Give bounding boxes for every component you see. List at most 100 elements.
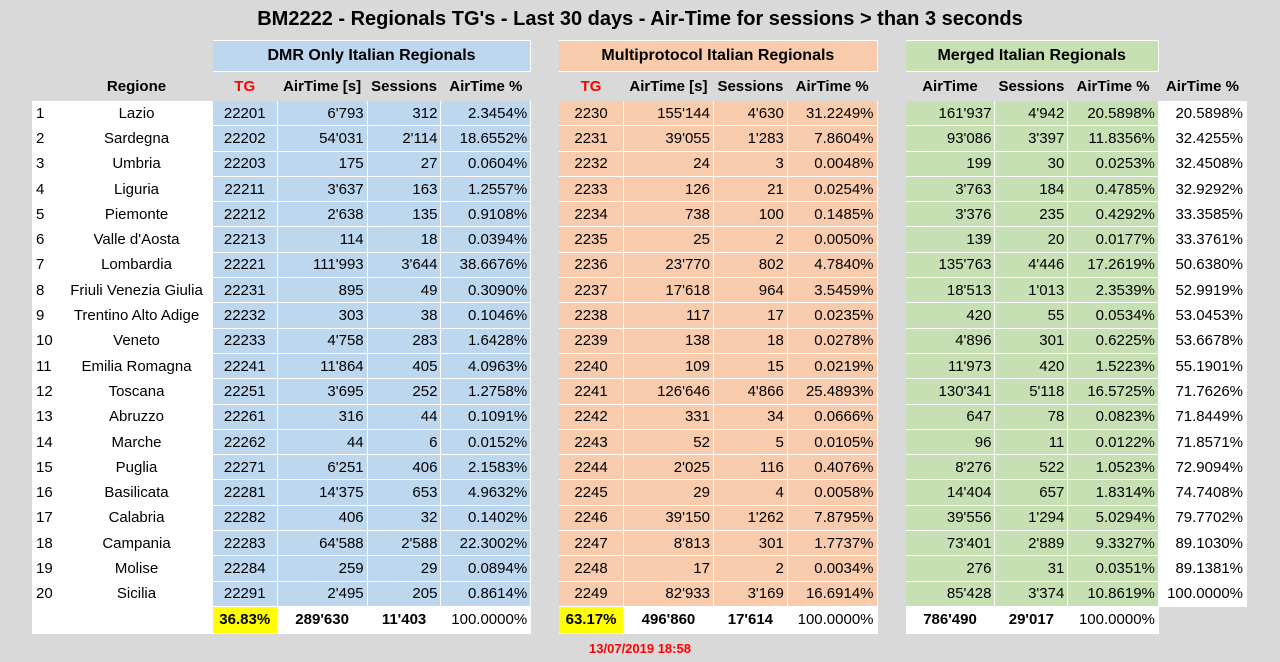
merged-airtime: 135'763	[904, 251, 996, 279]
column-gap	[530, 378, 560, 405]
multi-sessions: 3'169	[712, 580, 788, 607]
merged-airtime: 73'401	[904, 530, 996, 557]
region-name: Molise	[60, 555, 213, 582]
multi-airtime: 2'025	[622, 454, 714, 481]
column-gap	[530, 125, 560, 152]
region-name: Trentino Alto Adige	[60, 302, 213, 329]
merged-pct: 0.4292%	[1067, 201, 1159, 228]
cumulative-pct: 32.9292%	[1157, 175, 1248, 203]
multi-tg: 2249	[558, 580, 624, 607]
dmr-sessions: 44	[366, 403, 442, 430]
table-row: 7 Lombardia 22221 111'993 3'644 38.6676% 2236 2…	[31, 251, 1248, 279]
dmr-pct: 4.0963%	[440, 352, 532, 380]
dmr-tg: 22233	[211, 327, 278, 354]
merged-pct: 0.6225%	[1067, 327, 1159, 354]
cumulative-pct: 33.3761%	[1157, 226, 1248, 253]
multi-tg: 2246	[558, 504, 624, 532]
multi-pct: 7.8604%	[786, 125, 878, 152]
multi-tg: 2235	[558, 226, 624, 253]
column-gap	[530, 352, 560, 380]
dmr-sessions: 29	[366, 555, 442, 582]
multi-tg: 2248	[558, 555, 624, 582]
cumulative-pct: 20.5898%	[1157, 99, 1248, 127]
cumulative-pct: 55.1901%	[1157, 352, 1248, 380]
multi-pct: 0.0666%	[786, 403, 878, 430]
multi-tg: 2245	[558, 479, 624, 506]
cumulative-pct: 89.1030%	[1157, 530, 1248, 557]
multi-airtime: 117	[622, 302, 714, 329]
table-row: 20 Sicilia 22291 2'495 205 0.8614% 2249 82'933 3…	[31, 580, 1248, 607]
column-gap	[876, 277, 906, 304]
multi-sessions: 116	[712, 454, 788, 481]
multi-sessions: 4'630	[712, 99, 788, 127]
row-number: 6	[31, 226, 62, 253]
dmr-airtime: 3'637	[276, 175, 368, 203]
column-gap	[876, 125, 906, 152]
column-gap	[876, 201, 906, 228]
dmr-sessions: 49	[366, 277, 442, 304]
multi-pct: 7.8795%	[786, 504, 878, 532]
column-gap	[530, 428, 560, 456]
dmr-sessions: 135	[366, 201, 442, 228]
merged-airtime-total: 786'490	[904, 605, 996, 634]
row-number: 19	[31, 555, 62, 582]
dmr-tg: 22241	[211, 352, 278, 380]
merged-sessions: 3'374	[994, 580, 1069, 607]
merged-sessions: 78	[994, 403, 1069, 430]
column-gap	[876, 504, 906, 532]
multi-sessions: 5	[712, 428, 788, 456]
col-dmr-tg: TG	[211, 71, 278, 101]
dmr-sessions: 27	[366, 150, 442, 177]
merged-pct: 20.5898%	[1067, 99, 1159, 127]
dmr-pct: 1.6428%	[440, 327, 532, 354]
dmr-airtime: 895	[276, 277, 368, 304]
multi-airtime: 39'150	[622, 504, 714, 532]
table-row: 17 Calabria 22282 406 32 0.1402% 2246 39'150 1'2…	[31, 504, 1248, 532]
column-gap	[876, 378, 906, 405]
totals-blank	[60, 605, 213, 634]
row-number: 10	[31, 327, 62, 354]
multi-tg: 2241	[558, 378, 624, 405]
multi-airtime: 126'646	[622, 378, 714, 405]
multi-pct: 0.0050%	[786, 226, 878, 253]
multi-pct: 1.7737%	[786, 530, 878, 557]
column-gap	[876, 555, 906, 582]
dmr-sessions: 2'114	[366, 125, 442, 152]
multi-pct: 0.0034%	[786, 555, 878, 582]
region-name: Valle d'Aosta	[60, 226, 213, 253]
column-gap	[530, 150, 560, 177]
region-name: Sicilia	[60, 580, 213, 607]
merged-sessions: 30	[994, 150, 1069, 177]
multi-pct: 0.4076%	[786, 454, 878, 481]
column-gap	[876, 251, 906, 279]
merged-sessions: 55	[994, 302, 1069, 329]
col-dmr-sessions: Sessions	[366, 71, 442, 101]
multi-tg: 2236	[558, 251, 624, 279]
multi-tg: 2238	[558, 302, 624, 329]
multi-pct: 0.0105%	[786, 428, 878, 456]
cumulative-pct: 71.8571%	[1157, 428, 1248, 456]
dmr-tg: 22282	[211, 504, 278, 532]
table-row: 15 Puglia 22271 6'251 406 2.1583% 2244 2'025 116…	[31, 454, 1248, 481]
dmr-tg: 22221	[211, 251, 278, 279]
table-row: 19 Molise 22284 259 29 0.0894% 2248 17 2 0.0034% 2…	[31, 555, 1248, 582]
cumulative-pct: 100.0000%	[1157, 580, 1248, 607]
totals-blank	[31, 605, 62, 634]
multi-tg: 2240	[558, 352, 624, 380]
table-row: 4 Liguria 22211 3'637 163 1.2557% 2233 126 21 0.0…	[31, 175, 1248, 203]
merged-sessions: 4'942	[994, 99, 1069, 127]
region-name: Marche	[60, 428, 213, 456]
column-gap	[876, 530, 906, 557]
dmr-pct: 1.2758%	[440, 378, 532, 405]
multi-pct: 25.4893%	[786, 378, 878, 405]
merged-sessions: 301	[994, 327, 1069, 354]
multi-share-total: 63.17%	[558, 605, 624, 634]
cumulative-pct: 53.0453%	[1157, 302, 1248, 329]
multi-sessions: 301	[712, 530, 788, 557]
merged-sessions: 657	[994, 479, 1069, 506]
multi-sessions: 2	[712, 555, 788, 582]
multi-airtime: 29	[622, 479, 714, 506]
column-gap	[530, 251, 560, 279]
col-merged-sessions: Sessions	[994, 71, 1069, 101]
merged-airtime: 139	[904, 226, 996, 253]
